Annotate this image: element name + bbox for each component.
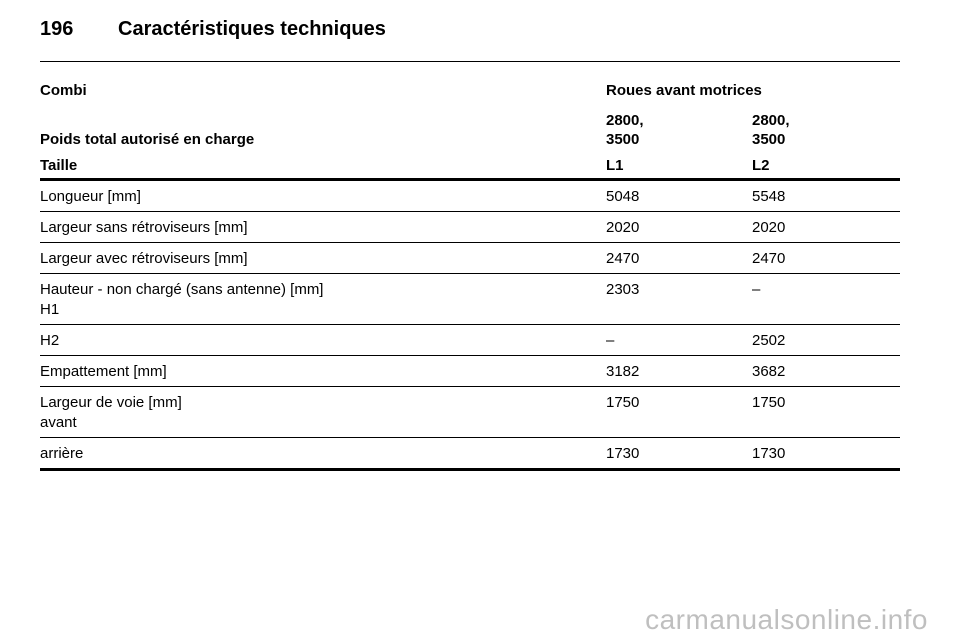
table-row: H2 – 2502	[40, 325, 900, 355]
watermark-text: carmanualsonline.info	[645, 604, 928, 635]
row-label: Largeur sans rétroviseurs [mm]	[40, 219, 248, 236]
header-divider	[40, 61, 900, 62]
table-row: arrière 1730 1730	[40, 438, 900, 468]
row-value-l2: 1750	[752, 394, 786, 411]
weight-l1-line1: 2800,	[606, 112, 644, 129]
row-value-l2: 2020	[752, 219, 786, 236]
row-divider	[40, 242, 900, 243]
row-value-l1: 2470	[606, 250, 640, 267]
weight-l2-line1: 2800,	[752, 112, 790, 129]
table-footer-rule	[40, 468, 900, 471]
weight-header-row: Poids total autorisé en charge 2800, 350…	[40, 108, 900, 152]
table-row: Largeur avec rétroviseurs [mm] 2470 2470	[40, 243, 900, 273]
row-value-l2: 2502	[752, 332, 786, 349]
row-value-l1: 2020	[606, 219, 640, 236]
row-label: Largeur de voie [mm]	[40, 394, 182, 411]
row-divider	[40, 355, 900, 356]
table-header-rule	[40, 178, 900, 181]
row-value-l2: 1730	[752, 445, 786, 462]
drive-label: Roues avant motrices	[606, 82, 762, 99]
row-value-l1: 1750	[606, 394, 640, 411]
row-divider	[40, 273, 900, 274]
weight-l1-line2: 3500	[606, 131, 640, 148]
weight-label: Poids total autorisé en charge	[40, 131, 255, 148]
row-value-l1: –	[606, 332, 615, 349]
specifications-table: Combi Roues avant motrices Poids total a…	[40, 62, 900, 471]
table-row: Hauteur - non chargé (sans antenne) [mm]…	[40, 274, 900, 324]
row-value-l1: 5048	[606, 188, 640, 205]
row-sublabel: H1	[40, 301, 60, 318]
weight-l2-line2: 3500	[752, 131, 786, 148]
table-row: Empattement [mm] 3182 3682	[40, 356, 900, 386]
size-l1: L1	[606, 157, 624, 174]
row-sublabel: avant	[40, 414, 77, 431]
size-label: Taille	[40, 157, 78, 174]
row-value-l2: –	[752, 281, 761, 298]
size-l2: L2	[752, 157, 770, 174]
row-value-l2: 3682	[752, 363, 786, 380]
section-label: Combi	[40, 82, 87, 99]
table-row: Longueur [mm] 5048 5548	[40, 181, 900, 211]
row-label: Largeur avec rétroviseurs [mm]	[40, 250, 248, 267]
row-value-l2: 5548	[752, 188, 786, 205]
row-label: H2	[40, 332, 60, 349]
size-header-row: Taille L1 L2	[40, 152, 900, 178]
row-divider	[40, 211, 900, 212]
row-value-l2: 2470	[752, 250, 786, 267]
page-title: Caractéristiques techniques	[118, 18, 386, 40]
row-label: Longueur [mm]	[40, 188, 141, 205]
table-row: Largeur sans rétroviseurs [mm] 2020 2020	[40, 212, 900, 242]
row-label: Empattement [mm]	[40, 363, 167, 380]
row-value-l1: 1730	[606, 445, 640, 462]
row-divider	[40, 386, 900, 387]
table-row: Largeur de voie [mm] avant 1750 1750	[40, 387, 900, 437]
page-header: 196 Caractéristiques techniques	[40, 18, 900, 48]
page-number: 196	[40, 18, 74, 40]
row-label: arrière	[40, 445, 84, 462]
row-label: Hauteur - non chargé (sans antenne) [mm]	[40, 281, 324, 298]
row-divider	[40, 324, 900, 325]
table-header-row: Combi Roues avant motrices	[40, 62, 900, 108]
row-value-l1: 2303	[606, 281, 640, 298]
row-divider	[40, 437, 900, 438]
row-value-l1: 3182	[606, 363, 640, 380]
